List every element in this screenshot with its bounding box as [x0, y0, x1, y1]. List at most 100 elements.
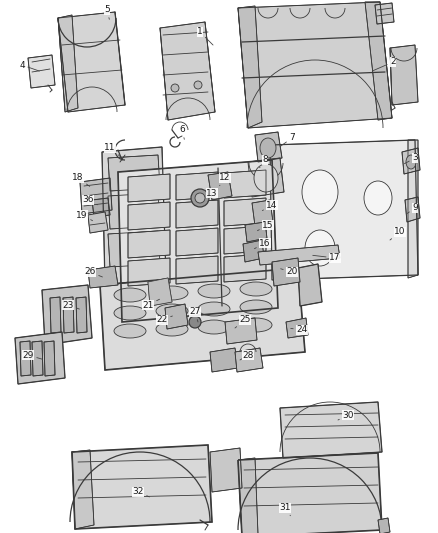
Ellipse shape	[156, 286, 188, 300]
Polygon shape	[224, 226, 266, 254]
Polygon shape	[255, 132, 282, 162]
Text: 31: 31	[279, 504, 291, 516]
Polygon shape	[286, 318, 308, 338]
Text: 25: 25	[235, 316, 251, 328]
Ellipse shape	[198, 284, 230, 298]
Text: 17: 17	[313, 254, 341, 262]
Polygon shape	[245, 222, 267, 242]
Polygon shape	[224, 198, 266, 226]
Text: 22: 22	[156, 316, 173, 325]
Ellipse shape	[114, 324, 146, 338]
Polygon shape	[258, 245, 340, 265]
Polygon shape	[128, 230, 170, 258]
Polygon shape	[402, 148, 420, 174]
Polygon shape	[118, 160, 278, 322]
Polygon shape	[390, 45, 418, 105]
Ellipse shape	[114, 288, 146, 302]
Polygon shape	[58, 12, 125, 112]
Polygon shape	[176, 172, 218, 200]
Polygon shape	[128, 174, 170, 202]
Text: 9: 9	[407, 204, 418, 213]
Ellipse shape	[302, 170, 338, 214]
Text: 13: 13	[206, 189, 218, 202]
Ellipse shape	[240, 282, 272, 296]
Polygon shape	[272, 258, 300, 286]
Ellipse shape	[195, 193, 205, 203]
Polygon shape	[238, 453, 382, 533]
Polygon shape	[378, 518, 390, 533]
Polygon shape	[176, 228, 218, 256]
Polygon shape	[280, 402, 382, 458]
Polygon shape	[100, 268, 305, 370]
Polygon shape	[63, 297, 74, 333]
Text: 15: 15	[258, 221, 274, 231]
Ellipse shape	[156, 304, 188, 318]
Ellipse shape	[194, 81, 202, 89]
Polygon shape	[243, 240, 264, 262]
Text: 3: 3	[404, 154, 418, 164]
Ellipse shape	[406, 155, 416, 169]
Text: 32: 32	[132, 488, 149, 497]
Polygon shape	[102, 147, 166, 285]
Ellipse shape	[305, 230, 335, 266]
Text: 5: 5	[104, 5, 110, 19]
Text: 11: 11	[104, 143, 120, 156]
Polygon shape	[298, 264, 322, 306]
Polygon shape	[375, 3, 394, 24]
Polygon shape	[28, 55, 55, 88]
Polygon shape	[248, 158, 284, 197]
Text: 14: 14	[262, 200, 278, 211]
Polygon shape	[42, 285, 92, 345]
Polygon shape	[224, 254, 266, 282]
Text: 12: 12	[219, 174, 231, 185]
Polygon shape	[44, 341, 55, 376]
Polygon shape	[176, 200, 218, 228]
Polygon shape	[224, 170, 266, 198]
Text: 8: 8	[260, 156, 268, 168]
Polygon shape	[210, 448, 242, 492]
Ellipse shape	[189, 316, 201, 328]
Ellipse shape	[240, 300, 272, 314]
Polygon shape	[176, 256, 218, 284]
Polygon shape	[208, 172, 232, 200]
Text: 28: 28	[240, 351, 254, 360]
Polygon shape	[88, 266, 118, 288]
Polygon shape	[108, 193, 160, 229]
Polygon shape	[365, 2, 392, 120]
Text: 2: 2	[373, 58, 396, 71]
Polygon shape	[108, 155, 160, 191]
Text: 36: 36	[82, 196, 98, 205]
Polygon shape	[80, 178, 112, 214]
Ellipse shape	[364, 181, 392, 215]
Polygon shape	[108, 231, 160, 267]
Ellipse shape	[191, 189, 209, 207]
Polygon shape	[148, 278, 172, 306]
Polygon shape	[210, 348, 238, 372]
Polygon shape	[252, 200, 273, 226]
Polygon shape	[128, 202, 170, 230]
Ellipse shape	[260, 138, 276, 158]
Ellipse shape	[171, 84, 179, 92]
Polygon shape	[76, 297, 87, 333]
Polygon shape	[72, 450, 94, 529]
Polygon shape	[32, 341, 43, 376]
Polygon shape	[408, 140, 418, 278]
Text: 1: 1	[197, 28, 213, 45]
Polygon shape	[92, 198, 110, 217]
Polygon shape	[238, 458, 258, 533]
Ellipse shape	[240, 318, 272, 332]
Polygon shape	[72, 445, 212, 529]
Ellipse shape	[198, 320, 230, 334]
Text: 19: 19	[76, 211, 92, 221]
Text: 30: 30	[338, 410, 354, 420]
Text: 21: 21	[142, 299, 159, 310]
Text: 27: 27	[189, 308, 201, 322]
Polygon shape	[238, 2, 392, 128]
Polygon shape	[160, 22, 215, 120]
Polygon shape	[88, 212, 108, 233]
Polygon shape	[270, 140, 418, 280]
Ellipse shape	[198, 302, 230, 316]
Polygon shape	[128, 258, 170, 286]
Text: 6: 6	[179, 125, 185, 139]
Polygon shape	[165, 304, 188, 329]
